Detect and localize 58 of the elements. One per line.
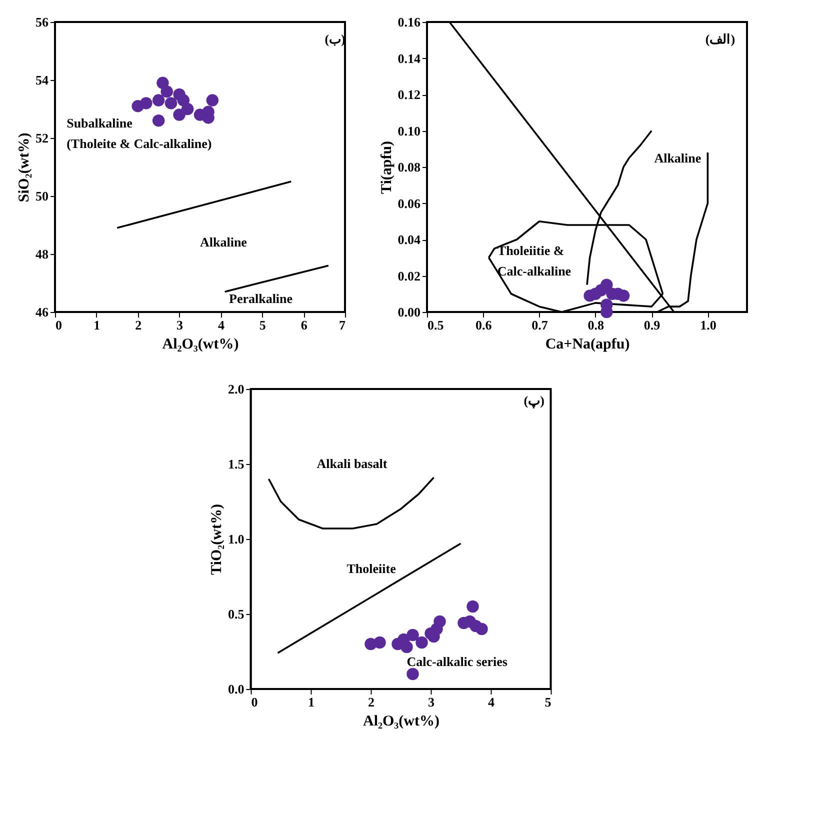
x-tick-label: 6 <box>300 318 308 332</box>
y-tick-label: 0.02 <box>398 268 420 284</box>
y-tick-label: 2.0 <box>228 382 244 396</box>
x-axis-title: Al₂O₃(wt%) <box>162 336 239 352</box>
y-tick-label: 0.04 <box>398 232 421 247</box>
y-tick-label: 0.06 <box>398 196 421 211</box>
y-tick-label: 54 <box>36 72 49 88</box>
y-tick-label: 0.0 <box>228 682 244 696</box>
x-tick-label: 0 <box>251 694 258 710</box>
x-tick-label: 5 <box>544 694 552 710</box>
y-axis-title: TiO₂(wt%) <box>209 504 225 575</box>
x-tick-label: 0.6 <box>476 318 492 332</box>
x-tick-label: 3 <box>176 318 184 332</box>
y-axis-title: Ti(apfu) <box>378 140 395 194</box>
annotation: Calc-alkaline <box>497 263 572 278</box>
x-tick-label: 4 <box>488 694 495 710</box>
x-tick-label: 0.8 <box>588 318 605 332</box>
y-tick-label: 52 <box>36 130 48 146</box>
annotation: Alkaline <box>200 234 248 250</box>
x-tick-label: 5 <box>259 318 266 332</box>
x-tick-label: 3 <box>428 694 435 710</box>
x-tick-label: 1 <box>94 318 100 332</box>
annotation: Tholeiitie & <box>497 243 564 258</box>
y-tick-label: 1.5 <box>228 456 245 472</box>
y-tick-label: 1.0 <box>228 532 244 546</box>
x-tick-label: 2 <box>135 318 142 332</box>
annotation: Alkaline <box>654 150 702 166</box>
y-tick-label: 46 <box>36 304 49 320</box>
x-tick-label: 0.7 <box>532 318 548 332</box>
annotation: Subalkaline <box>66 116 133 130</box>
y-axis-title: SiO₂(wt%) <box>16 132 32 202</box>
annotation: (الف) <box>705 31 736 46</box>
annotation: Alkali basalt <box>316 456 388 471</box>
x-tick-label: 7 <box>339 318 346 332</box>
x-tick-label: 0 <box>56 318 62 332</box>
annotation: Calc-alkalic series <box>406 654 508 669</box>
y-tick-label: 0.14 <box>398 50 421 66</box>
y-tick-label: 50 <box>36 188 48 204</box>
annotation: (Tholeite & Calc-alkaline) <box>66 136 212 151</box>
annotation: (پ) <box>524 393 544 409</box>
x-axis-title: Al₂O₃(wt%) <box>363 714 440 730</box>
y-tick-label: 56 <box>36 14 49 30</box>
x-tick-label: 0.9 <box>644 318 661 332</box>
y-tick-label: 48 <box>36 246 49 262</box>
x-tick-label: 1.0 <box>700 318 716 332</box>
x-axis-title: Ca+Na(apfu) <box>545 336 630 352</box>
y-tick-label: 0.5 <box>228 606 245 622</box>
y-tick-label: 0.10 <box>398 123 420 138</box>
annotation: Peralkaline <box>229 290 293 306</box>
x-tick-label: 1 <box>308 694 314 710</box>
y-tick-label: 0.16 <box>398 14 421 30</box>
y-tick-label: 0.00 <box>398 304 420 320</box>
x-tick-label: 4 <box>218 318 225 332</box>
y-tick-label: 0.12 <box>398 87 420 102</box>
y-tick-label: 0.08 <box>398 160 421 174</box>
x-tick-label: 0.5 <box>428 318 444 332</box>
x-tick-label: 2 <box>368 694 374 710</box>
annotation: Tholeiite <box>346 561 396 576</box>
